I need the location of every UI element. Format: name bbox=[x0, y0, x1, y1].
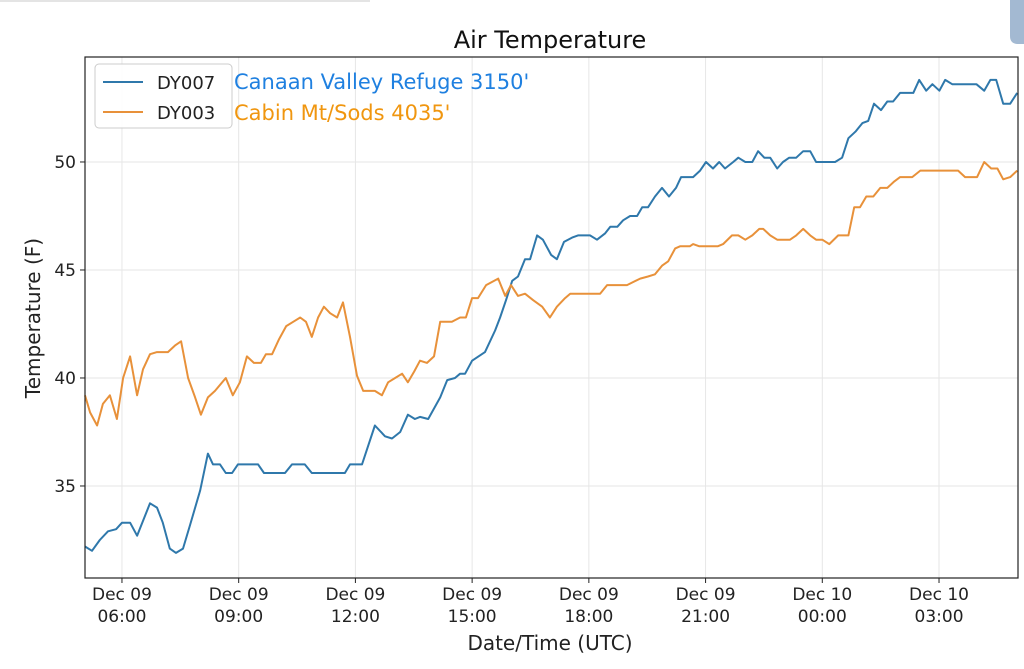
station-label-dy007: Canaan Valley Refuge 3150' bbox=[234, 70, 529, 94]
y-tick-label: 50 bbox=[54, 153, 76, 173]
x-tick-label-time: 03:00 bbox=[915, 607, 964, 627]
x-tick-label-date: Dec 10 bbox=[792, 585, 852, 605]
station-label-dy003: Cabin Mt/Sods 4035' bbox=[234, 101, 450, 125]
x-tick-label-date: Dec 09 bbox=[325, 585, 385, 605]
x-tick-label-time: 12:00 bbox=[331, 607, 380, 627]
x-tick-label-time: 06:00 bbox=[97, 607, 146, 627]
y-tick-label: 45 bbox=[54, 261, 76, 281]
x-tick-label-date: Dec 09 bbox=[676, 585, 736, 605]
x-tick-label-time: 18:00 bbox=[564, 607, 613, 627]
y-tick-label: 40 bbox=[54, 369, 76, 389]
x-tick-label-date: Dec 09 bbox=[559, 585, 619, 605]
legend-label-dy007: DY007 bbox=[157, 73, 215, 94]
grid bbox=[85, 57, 1018, 578]
chart-title: Air Temperature bbox=[454, 26, 647, 54]
x-tick-label-date: Dec 09 bbox=[442, 585, 502, 605]
series-line-dy007 bbox=[84, 78, 1019, 554]
x-tick-label-time: 21:00 bbox=[681, 607, 730, 627]
legend-label-dy003: DY003 bbox=[157, 103, 215, 124]
y-axis-label: Temperature (F) bbox=[21, 238, 45, 399]
series-lines bbox=[84, 78, 1019, 554]
legend: DY007 DY003 Canaan Valley Refuge 3150' C… bbox=[94, 63, 529, 129]
x-tick-label-date: Dec 10 bbox=[909, 585, 969, 605]
x-tick-label-date: Dec 09 bbox=[209, 585, 269, 605]
x-tick-label-time: 00:00 bbox=[798, 607, 847, 627]
x-axis-label: Date/Time (UTC) bbox=[467, 631, 632, 655]
y-tick-label: 35 bbox=[54, 477, 76, 497]
scrollbar-thumb[interactable] bbox=[1010, 0, 1024, 44]
x-tick-label-time: 09:00 bbox=[214, 607, 263, 627]
x-tick-label-date: Dec 09 bbox=[92, 585, 152, 605]
series-line-dy003 bbox=[84, 161, 1018, 427]
plot-frame bbox=[84, 56, 1019, 579]
x-tick-label-time: 15:00 bbox=[448, 607, 497, 627]
